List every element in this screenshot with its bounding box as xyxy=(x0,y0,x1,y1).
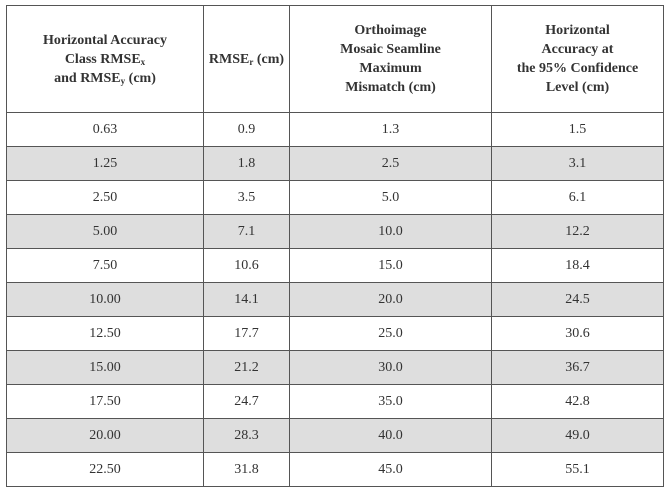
header-accuracy-95-confidence: Horizontal Accuracy at the 95% Confidenc… xyxy=(491,5,664,113)
table-cell: 31.8 xyxy=(203,452,290,487)
table-cell: 12.2 xyxy=(491,214,664,249)
table-cell: 2.50 xyxy=(6,180,204,215)
table-row: 0.63 0.9 1.3 1.5 xyxy=(6,112,664,147)
table-cell: 30.6 xyxy=(491,316,664,351)
accuracy-table: Horizontal Accuracy Class RMSEx and RMSE… xyxy=(6,5,664,487)
table-cell: 3.1 xyxy=(491,146,664,181)
table-cell: 40.0 xyxy=(289,418,492,453)
header-line: Class RMSEx xyxy=(7,50,203,69)
header-line: and RMSEy (cm) xyxy=(7,69,203,88)
table-cell: 10.0 xyxy=(289,214,492,249)
header-text: RMSE xyxy=(208,51,250,67)
table-cell: 30.0 xyxy=(289,350,492,385)
table-cell: 18.4 xyxy=(491,248,664,283)
table-cell: 7.50 xyxy=(6,248,204,283)
table-row: 7.50 10.6 15.0 18.4 xyxy=(6,248,664,283)
table-cell: 28.3 xyxy=(203,418,290,453)
table-cell: 55.1 xyxy=(491,452,664,487)
table-header-row: Horizontal Accuracy Class RMSEx and RMSE… xyxy=(6,5,664,113)
table-cell: 20.00 xyxy=(6,418,204,453)
table-cell: 6.1 xyxy=(491,180,664,215)
table-cell: 17.7 xyxy=(203,316,290,351)
table-row: 2.50 3.5 5.0 6.1 xyxy=(6,180,664,215)
header-horizontal-accuracy-class: Horizontal Accuracy Class RMSEx and RMSE… xyxy=(6,5,204,113)
table-cell: 20.0 xyxy=(289,282,492,317)
table-cell: 7.1 xyxy=(203,214,290,249)
table-cell: 0.9 xyxy=(203,112,290,147)
header-line: Horizontal xyxy=(545,23,610,38)
table-row: 17.50 24.7 35.0 42.8 xyxy=(6,384,664,419)
subscript: x xyxy=(140,56,146,67)
table-cell: 35.0 xyxy=(289,384,492,419)
header-rmse-r: RMSEr (cm) xyxy=(203,5,290,113)
table-cell: 22.50 xyxy=(6,452,204,487)
table-cell: 36.7 xyxy=(491,350,664,385)
table-cell: 1.3 xyxy=(289,112,492,147)
table-row: 12.50 17.7 25.0 30.6 xyxy=(6,316,664,351)
table-cell: 3.5 xyxy=(203,180,290,215)
header-text: Class RMSE xyxy=(64,51,141,67)
header-line: the 95% Confidence xyxy=(516,61,639,76)
table-cell: 24.7 xyxy=(203,384,290,419)
table-row: 15.00 21.2 30.0 36.7 xyxy=(6,350,664,385)
table-cell: 2.5 xyxy=(289,146,492,181)
table-cell: 25.0 xyxy=(289,316,492,351)
table-cell: 14.1 xyxy=(203,282,290,317)
table-cell: 15.0 xyxy=(289,248,492,283)
table-cell: 15.00 xyxy=(6,350,204,385)
table-cell: 12.50 xyxy=(6,316,204,351)
header-text: (cm) xyxy=(125,70,156,86)
header-text: (cm) xyxy=(253,51,285,67)
table-row: 22.50 31.8 45.0 55.1 xyxy=(6,452,664,487)
table-cell: 1.8 xyxy=(203,146,290,181)
table-row: 5.00 7.1 10.0 12.2 xyxy=(6,214,664,249)
header-line: Mismatch (cm) xyxy=(345,80,436,95)
table-cell: 42.8 xyxy=(491,384,664,419)
table-cell: 1.25 xyxy=(6,146,204,181)
table-cell: 0.63 xyxy=(6,112,204,147)
accuracy-table-container: Horizontal Accuracy Class RMSEx and RMSE… xyxy=(6,5,664,487)
header-line: Level (cm) xyxy=(545,80,610,95)
subscript: y xyxy=(120,75,126,86)
table-cell: 21.2 xyxy=(203,350,290,385)
table-cell: 5.0 xyxy=(289,180,492,215)
header-line: Horizontal Accuracy xyxy=(42,32,168,48)
table-cell: 45.0 xyxy=(289,452,492,487)
subscript: r xyxy=(249,56,254,67)
header-line: Orthoimage xyxy=(354,23,427,38)
table-row: 20.00 28.3 40.0 49.0 xyxy=(6,418,664,453)
table-cell: 17.50 xyxy=(6,384,204,419)
table-row: 10.00 14.1 20.0 24.5 xyxy=(6,282,664,317)
header-line: Mosaic Seamline xyxy=(340,42,441,57)
header-seamline-mismatch: Orthoimage Mosaic Seamline Maximum Misma… xyxy=(289,5,492,113)
header-line: Accuracy at xyxy=(541,42,614,57)
table-cell: 10.6 xyxy=(203,248,290,283)
table-cell: 1.5 xyxy=(491,112,664,147)
header-line: Maximum xyxy=(359,61,422,76)
header-text: and RMSE xyxy=(54,70,121,86)
table-cell: 49.0 xyxy=(491,418,664,453)
header-line: RMSEr (cm) xyxy=(204,50,289,69)
table-cell: 5.00 xyxy=(6,214,204,249)
table-cell: 10.00 xyxy=(6,282,204,317)
table-cell: 24.5 xyxy=(491,282,664,317)
table-row: 1.25 1.8 2.5 3.1 xyxy=(6,146,664,181)
